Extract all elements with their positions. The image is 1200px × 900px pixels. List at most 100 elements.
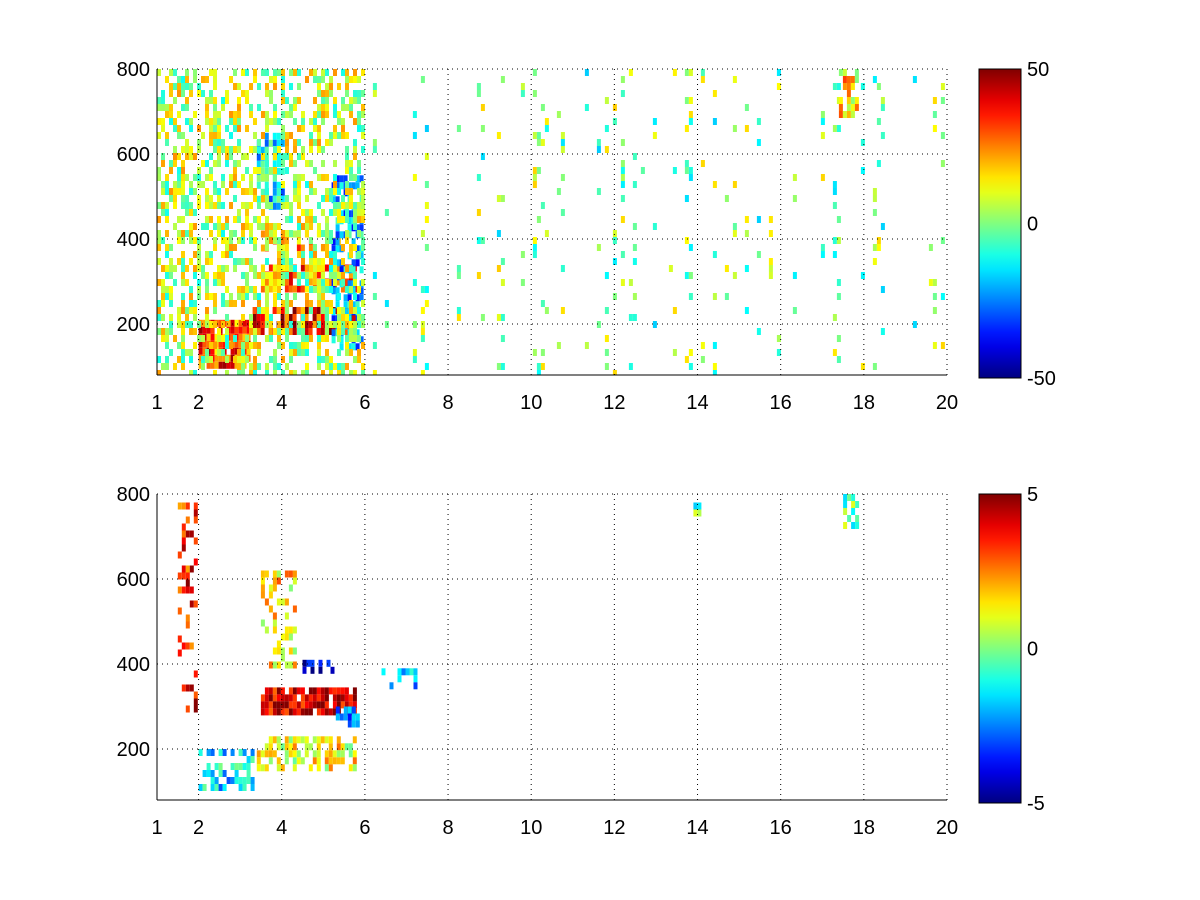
heatmap-cell — [304, 694, 309, 702]
heatmap-cell — [836, 356, 841, 363]
heatmap-cell — [217, 132, 221, 139]
heatmap-cell — [205, 272, 209, 279]
heatmap-cell — [265, 363, 269, 370]
heatmap-cell — [320, 708, 325, 716]
heatmap-cell — [285, 251, 289, 258]
heatmap-cell — [351, 238, 356, 246]
heatmap-cell — [257, 83, 261, 90]
heatmap-cell — [347, 280, 352, 288]
heatmap-cell — [205, 286, 209, 293]
heatmap-cell — [265, 160, 269, 167]
heatmap-cell — [264, 687, 269, 695]
heatmap-cell — [281, 202, 285, 209]
heatmap-cell — [237, 237, 241, 244]
heatmap-cell — [193, 558, 198, 566]
heatmap-cell — [189, 230, 193, 237]
heatmap-cell — [325, 195, 329, 202]
heatmap-cell — [181, 335, 185, 342]
heatmap-cell — [238, 319, 243, 327]
heatmap-cell — [337, 363, 341, 370]
heatmap-cell — [672, 69, 677, 76]
heatmap-cell — [337, 188, 341, 195]
x-tick-label: 8 — [442, 392, 453, 414]
heatmap-cell — [313, 265, 317, 272]
heatmap-cell — [257, 104, 261, 111]
heatmap-cell — [325, 307, 329, 314]
heatmap-cell — [241, 349, 245, 356]
heatmap-cell — [333, 279, 337, 286]
heatmap-cell — [257, 223, 261, 230]
heatmap-cell — [281, 370, 285, 375]
heatmap-cell — [584, 69, 589, 76]
heatmap-cell — [312, 757, 317, 765]
heatmap-cell — [265, 125, 269, 132]
heatmap-cell — [836, 237, 841, 244]
heatmap-cell — [308, 743, 313, 751]
heatmap-cell — [846, 76, 851, 83]
heatmap-cell — [269, 230, 273, 237]
heatmap-cell — [292, 570, 297, 578]
heatmap-cell — [372, 342, 377, 349]
heatmap-cell — [325, 83, 329, 90]
heatmap-cell — [305, 370, 309, 375]
heatmap-cell — [836, 335, 841, 342]
heatmap-cell — [225, 370, 229, 375]
heatmap-cell — [285, 167, 289, 174]
heatmap-cell — [245, 90, 249, 97]
heatmap-cell — [249, 265, 253, 272]
heatmap-cell — [252, 307, 257, 314]
heatmap-cell — [289, 153, 293, 160]
heatmap-cell — [276, 757, 281, 765]
heatmap-cell — [348, 750, 353, 758]
heatmap-cell — [276, 202, 281, 210]
heatmap-cell — [181, 90, 185, 97]
heatmap-cell — [313, 118, 317, 125]
heatmap-cell — [341, 104, 345, 111]
heatmap-cell — [349, 244, 353, 251]
heatmap-cell — [268, 591, 273, 599]
heatmap-cell — [300, 708, 305, 716]
heatmap-cell — [304, 307, 309, 314]
heatmap-cell — [329, 90, 333, 97]
heatmap-cell — [281, 153, 285, 160]
heatmap-cell — [520, 251, 525, 258]
heatmap-cell — [289, 202, 293, 209]
heatmap-cell — [320, 328, 325, 335]
heatmap-cell — [165, 104, 169, 111]
heatmap-cell — [317, 230, 321, 237]
heatmap-cell — [688, 349, 693, 356]
heatmap-cell — [596, 146, 601, 153]
heatmap-cell — [321, 111, 325, 118]
heatmap-cell — [604, 272, 609, 279]
x-tick-label: 14 — [686, 392, 708, 414]
heatmap-cell — [297, 69, 301, 76]
heatmap-cell — [305, 76, 309, 83]
heatmap-cell — [321, 90, 325, 97]
heatmap-cell — [206, 340, 211, 348]
heatmap-cell — [424, 153, 429, 160]
heatmap-cell — [424, 363, 429, 370]
heatmap-cell — [306, 659, 311, 667]
heatmap-cell — [317, 83, 321, 90]
heatmap-cell — [855, 515, 860, 522]
heatmap-cell — [285, 230, 289, 237]
heatmap-cell — [225, 300, 229, 307]
heatmap-cell — [157, 167, 161, 174]
heatmap-cell — [181, 502, 186, 510]
heatmap-cell — [233, 216, 237, 223]
heatmap-cell — [756, 251, 761, 258]
heatmap-cell — [241, 272, 245, 279]
heatmap-cell — [265, 335, 269, 342]
heatmap-cell — [265, 244, 269, 251]
heatmap-cell — [230, 361, 235, 369]
heatmap-cell — [276, 132, 281, 140]
heatmap-cell — [272, 139, 277, 147]
heatmap-cell — [173, 195, 177, 202]
heatmap-cell — [214, 361, 219, 369]
heatmap-cell — [276, 701, 281, 709]
heatmap-cell — [341, 279, 345, 286]
heatmap-cell — [860, 363, 865, 370]
heatmap-cell — [177, 132, 181, 139]
heatmap-cell — [245, 167, 249, 174]
heatmap-cell — [331, 287, 336, 295]
